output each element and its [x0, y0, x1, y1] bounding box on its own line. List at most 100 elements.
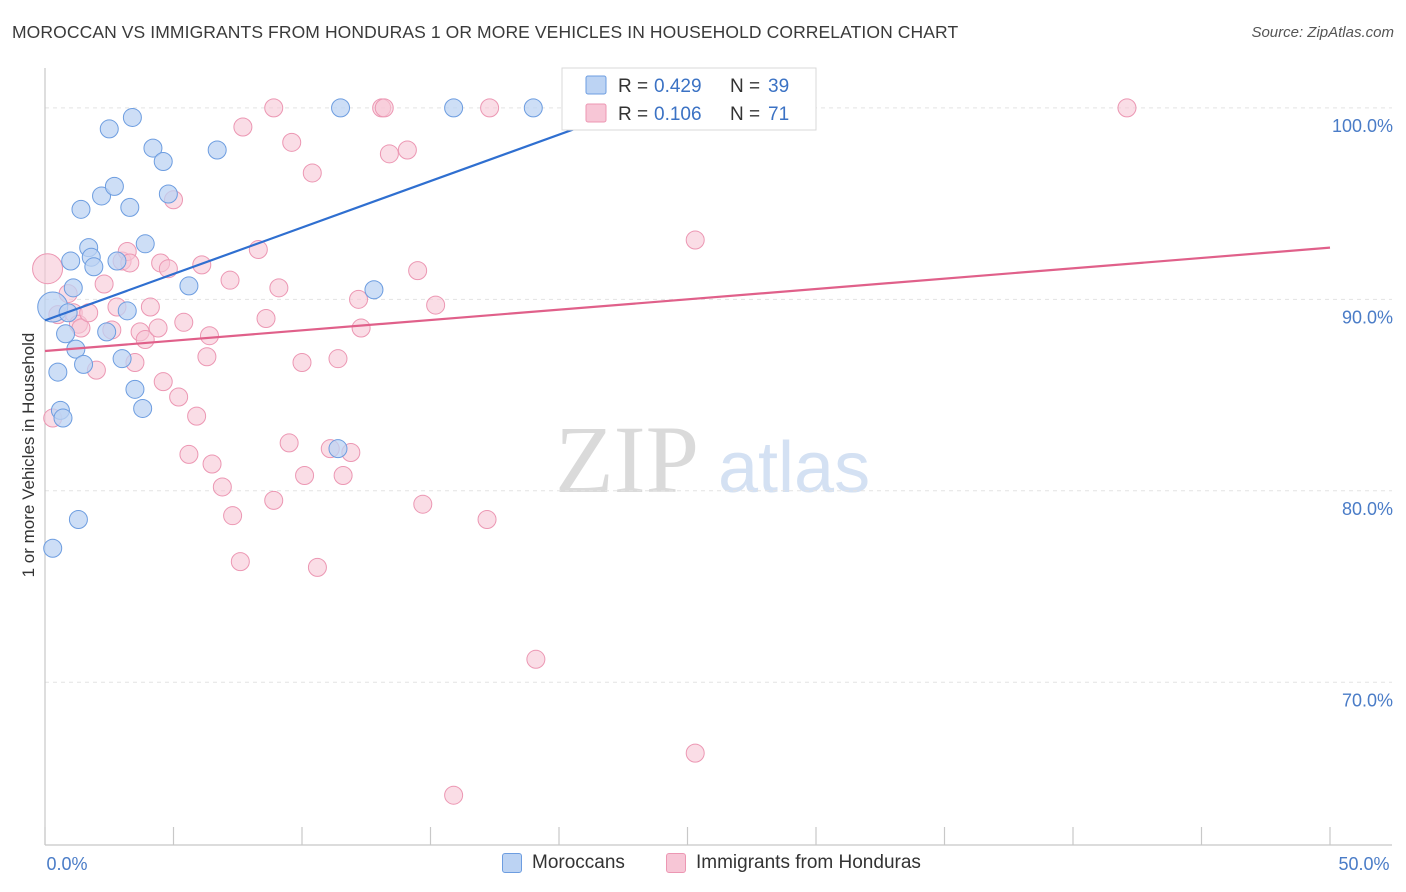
moroccans-point[interactable]	[71, 199, 91, 219]
honduras-point[interactable]	[256, 308, 276, 328]
moroccans-point[interactable]	[53, 408, 73, 428]
legend-item-moroccans[interactable]: Moroccans	[502, 852, 625, 874]
moroccans-point[interactable]	[120, 197, 140, 217]
moroccans-point[interactable]	[143, 138, 163, 158]
honduras-point[interactable]	[197, 347, 217, 367]
chart-source: Source: ZipAtlas.com	[1251, 24, 1394, 41]
honduras-point[interactable]	[140, 297, 160, 317]
moroccans-point[interactable]	[56, 324, 76, 344]
moroccans-point[interactable]	[74, 354, 94, 374]
honduras-point[interactable]	[148, 318, 168, 338]
legend-swatch-honduras-bottom	[666, 853, 686, 873]
honduras-point[interactable]	[174, 312, 194, 332]
moroccans-point[interactable]	[158, 184, 178, 204]
legend-label-honduras: Immigrants from Honduras	[696, 852, 921, 873]
honduras-point[interactable]	[1117, 98, 1137, 118]
moroccans-point[interactable]	[133, 398, 153, 418]
legend-n-label-1: N =	[730, 76, 760, 97]
honduras-point[interactable]	[32, 253, 64, 285]
moroccans-point[interactable]	[61, 251, 81, 271]
moroccans-point[interactable]	[68, 510, 88, 530]
stats-legend: R = 0.429 N = 39 R = 0.106 N = 71	[561, 67, 817, 131]
moroccans-point[interactable]	[153, 151, 173, 171]
honduras-point[interactable]	[220, 270, 240, 290]
honduras-point[interactable]	[374, 98, 394, 118]
honduras-point[interactable]	[426, 295, 446, 315]
honduras-point[interactable]	[526, 649, 546, 669]
y-tick-label: 80.0%	[1342, 499, 1393, 519]
honduras-point[interactable]	[264, 490, 284, 510]
honduras-point[interactable]	[179, 444, 199, 464]
legend-swatch-moroccans-bottom	[502, 853, 522, 873]
honduras-point[interactable]	[187, 406, 207, 426]
legend-r-label-1: R =	[618, 76, 648, 97]
honduras-point[interactable]	[279, 433, 299, 453]
honduras-point[interactable]	[477, 510, 497, 530]
honduras-point[interactable]	[202, 454, 222, 474]
legend-item-honduras[interactable]: Immigrants from Honduras	[666, 852, 921, 874]
honduras-point[interactable]	[233, 117, 253, 137]
honduras-point[interactable]	[199, 326, 219, 346]
moroccans-point[interactable]	[112, 349, 132, 369]
moroccans-point[interactable]	[92, 186, 112, 206]
moroccans-trend-line	[44, 101, 650, 322]
honduras-point[interactable]	[212, 477, 232, 497]
moroccans-point[interactable]	[207, 140, 227, 160]
honduras-point[interactable]	[264, 98, 284, 118]
honduras-point[interactable]	[328, 349, 348, 369]
honduras-point[interactable]	[223, 506, 243, 526]
moroccans-point[interactable]	[179, 276, 199, 296]
honduras-point[interactable]	[302, 163, 322, 183]
moroccans-point[interactable]	[364, 280, 384, 300]
moroccans-point[interactable]	[331, 98, 351, 118]
legend-n-label-2: N =	[730, 104, 760, 125]
legend-r-value-moroccans: 0.429	[654, 76, 702, 97]
x-tick-label: 0.0%	[46, 854, 87, 874]
honduras-point[interactable]	[351, 318, 371, 338]
watermark-atlas: atlas	[718, 428, 870, 508]
honduras-point[interactable]	[480, 98, 500, 118]
moroccans-point[interactable]	[63, 278, 83, 298]
honduras-point[interactable]	[379, 144, 399, 164]
legend-r-value-honduras: 0.106	[654, 104, 702, 125]
honduras-point[interactable]	[685, 743, 705, 763]
honduras-point[interactable]	[282, 132, 302, 152]
moroccans-point[interactable]	[43, 538, 63, 558]
moroccans-point[interactable]	[117, 301, 137, 321]
honduras-point[interactable]	[444, 785, 464, 805]
moroccans-point[interactable]	[523, 98, 543, 118]
moroccans-point[interactable]	[125, 379, 145, 399]
moroccans-point[interactable]	[104, 176, 124, 196]
honduras-point[interactable]	[230, 552, 250, 572]
moroccans-point[interactable]	[107, 251, 127, 271]
honduras-point[interactable]	[153, 372, 173, 392]
legend-label-moroccans: Moroccans	[532, 852, 625, 873]
honduras-point[interactable]	[295, 465, 315, 485]
honduras-point[interactable]	[333, 465, 353, 485]
moroccans-point[interactable]	[48, 362, 68, 382]
moroccans-point[interactable]	[97, 322, 117, 342]
honduras-point[interactable]	[413, 494, 433, 514]
honduras-point[interactable]	[94, 274, 114, 294]
legend-swatch-moroccans	[585, 75, 607, 95]
honduras-point[interactable]	[685, 230, 705, 250]
honduras-point[interactable]	[307, 557, 327, 577]
moroccans-point[interactable]	[99, 119, 119, 139]
legend-n-value-moroccans: 39	[768, 76, 789, 97]
y-tick-label: 100.0%	[1332, 116, 1393, 136]
honduras-point[interactable]	[269, 278, 289, 298]
honduras-point[interactable]	[169, 387, 189, 407]
moroccans-point[interactable]	[444, 98, 464, 118]
moroccans-point[interactable]	[135, 234, 155, 254]
honduras-point[interactable]	[397, 140, 417, 160]
honduras-point[interactable]	[349, 289, 369, 309]
legend-swatch-honduras	[585, 103, 607, 123]
honduras-point[interactable]	[408, 261, 428, 281]
moroccans-point[interactable]	[122, 107, 142, 127]
series-legend: Moroccans Immigrants from Honduras	[0, 852, 1406, 878]
honduras-trend-line	[44, 246, 1331, 353]
honduras-point[interactable]	[292, 353, 312, 373]
moroccans-point[interactable]	[84, 257, 104, 277]
moroccans-point[interactable]	[328, 439, 348, 459]
